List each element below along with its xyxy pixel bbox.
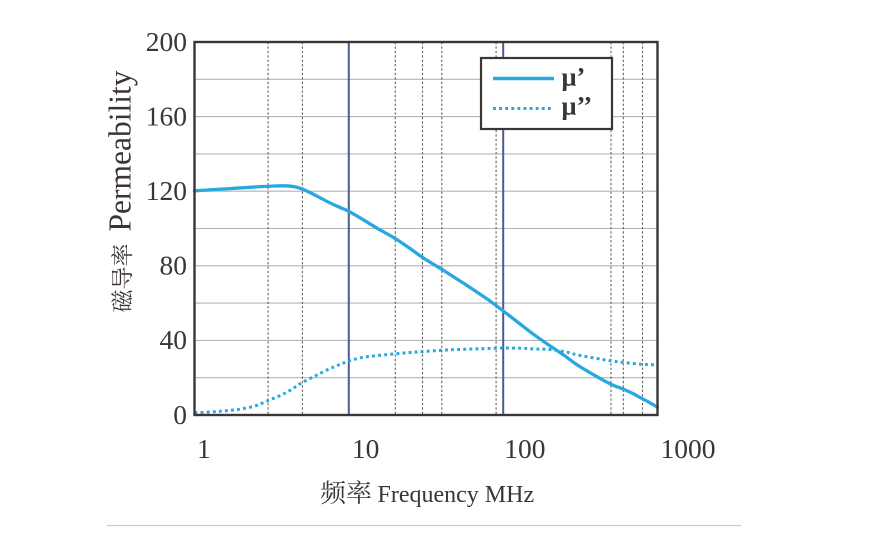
svg-text:Frequency MHz: Frequency MHz	[378, 482, 535, 508]
svg-text:Permeability: Permeability	[103, 70, 138, 231]
svg-text:80: 80	[160, 250, 188, 281]
svg-text:160: 160	[146, 100, 187, 131]
svg-text:0: 0	[173, 399, 187, 430]
svg-text:1000: 1000	[661, 433, 716, 464]
svg-text:200: 200	[146, 26, 187, 57]
svg-text:μ’: μ’	[562, 62, 586, 92]
svg-text:10: 10	[352, 433, 380, 464]
svg-text:40: 40	[160, 324, 188, 355]
svg-text:1: 1	[197, 433, 211, 464]
svg-text:μ’’: μ’’	[562, 91, 593, 121]
svg-text:120: 120	[146, 175, 187, 206]
svg-text:100: 100	[504, 433, 545, 464]
